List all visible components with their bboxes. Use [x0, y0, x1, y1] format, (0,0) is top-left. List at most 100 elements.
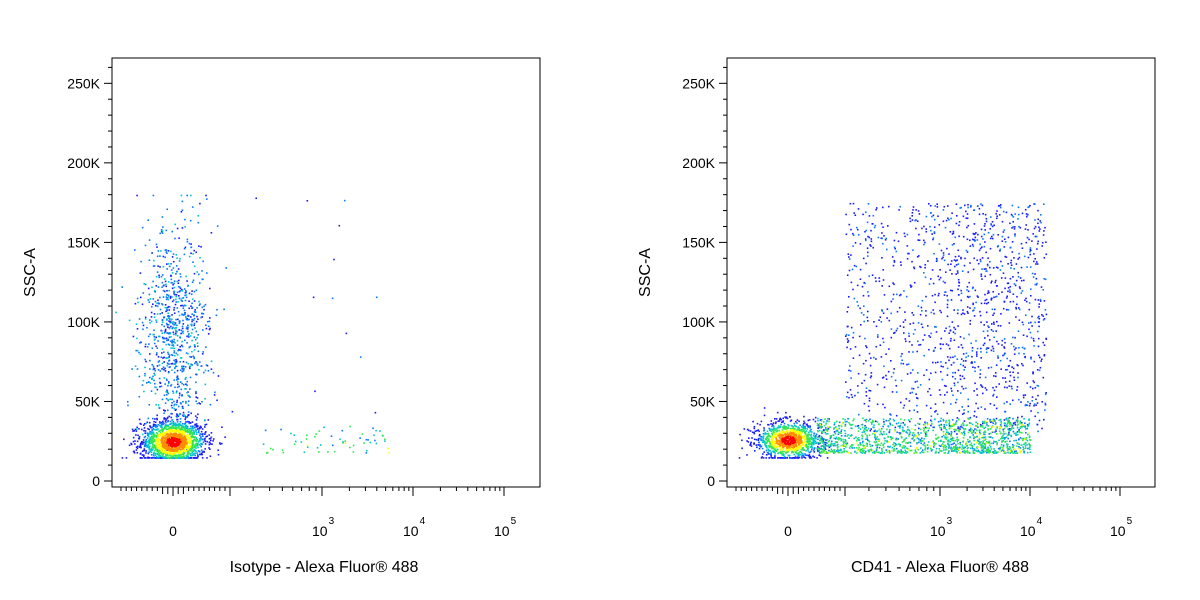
event-dot: [951, 289, 954, 292]
event-dot: [156, 432, 158, 434]
event-dot: [1023, 279, 1025, 282]
event-dot: [949, 231, 952, 233]
event-dot: [753, 442, 755, 444]
event-dot: [999, 359, 1002, 362]
event-dot: [985, 422, 988, 424]
event-dot: [856, 425, 859, 427]
event-dot: [169, 453, 171, 455]
event-dot: [1001, 339, 1004, 342]
event-dot: [381, 434, 384, 437]
event-dot: [986, 321, 988, 323]
event-dot: [1028, 238, 1030, 241]
event-dot: [954, 265, 956, 268]
event-dot: [923, 374, 925, 377]
event-dot: [272, 448, 274, 451]
event-dot: [149, 298, 152, 300]
event-dot: [889, 428, 891, 431]
event-dot: [182, 314, 185, 316]
event-dot: [1026, 404, 1028, 406]
event-dot: [812, 443, 814, 445]
event-dot: [853, 297, 856, 300]
event-dot: [892, 264, 895, 267]
event-dot: [174, 329, 177, 331]
event-dot: [811, 445, 813, 448]
event-dot: [1027, 433, 1029, 436]
event-dot: [941, 436, 943, 438]
event-dot: [889, 418, 891, 420]
event-dot: [984, 408, 986, 410]
event-dot: [1044, 226, 1046, 229]
event-dot: [864, 238, 867, 240]
event-dot: [138, 375, 141, 378]
event-dot: [136, 328, 139, 330]
event-dot: [191, 444, 194, 446]
event-dot: [758, 441, 760, 444]
event-dot: [793, 422, 796, 425]
event-dot: [205, 435, 207, 438]
event-dot: [167, 338, 170, 341]
event-dot: [817, 417, 819, 420]
event-dot: [1044, 403, 1047, 406]
event-dot: [964, 366, 966, 368]
event-dot: [938, 292, 940, 295]
event-dot: [811, 431, 813, 433]
event-dot: [788, 424, 790, 427]
event-dot: [955, 447, 957, 449]
event-dot: [770, 428, 772, 430]
event-dot: [865, 387, 868, 389]
event-dot: [139, 342, 141, 344]
event-dot: [798, 456, 801, 459]
event-dot: [157, 428, 159, 430]
event-dot: [179, 423, 181, 425]
event-dot: [1035, 283, 1038, 286]
event-dot: [837, 449, 840, 452]
event-dot: [1002, 444, 1005, 447]
event-dot: [883, 442, 886, 445]
event-dot: [772, 450, 774, 453]
event-dot: [1037, 222, 1039, 225]
event-dot: [763, 451, 765, 453]
event-dot: [909, 392, 912, 394]
event-dot: [881, 257, 883, 259]
event-dot: [939, 343, 942, 345]
event-dot: [164, 437, 167, 440]
event-dot: [797, 426, 799, 428]
event-dot: [144, 244, 147, 247]
event-dot: [947, 205, 949, 207]
event-dot: [189, 219, 192, 222]
event-dot: [932, 214, 935, 217]
event-dot: [976, 259, 978, 262]
event-dot: [871, 423, 873, 425]
event-dot: [868, 275, 870, 277]
event-dot: [156, 388, 159, 391]
event-dot: [189, 335, 192, 337]
event-dot: [970, 447, 972, 450]
event-dot: [193, 446, 196, 448]
event-dot: [169, 366, 171, 368]
event-dot: [773, 451, 776, 453]
event-dot: [846, 346, 848, 349]
event-dot: [895, 391, 898, 393]
event-dot: [320, 444, 322, 446]
event-dot: [828, 446, 831, 449]
event-dot: [950, 433, 952, 435]
event-dot: [177, 301, 179, 303]
event-dot: [881, 450, 884, 453]
event-dot: [185, 429, 187, 431]
event-dot: [145, 440, 147, 443]
event-dot: [864, 373, 867, 376]
event-dot: [210, 439, 212, 442]
event-dot: [188, 292, 191, 295]
event-dot: [930, 229, 932, 232]
event-dot: [869, 376, 872, 379]
event-dot: [933, 349, 935, 352]
event-dot: [817, 419, 819, 422]
event-dot: [1016, 364, 1018, 366]
event-dot: [856, 226, 858, 229]
event-dot: [1004, 377, 1006, 379]
event-dot: [844, 430, 846, 432]
event-dot: [859, 278, 862, 280]
event-dot: [1013, 257, 1015, 259]
event-dot: [840, 439, 842, 442]
event-dot: [185, 376, 187, 379]
